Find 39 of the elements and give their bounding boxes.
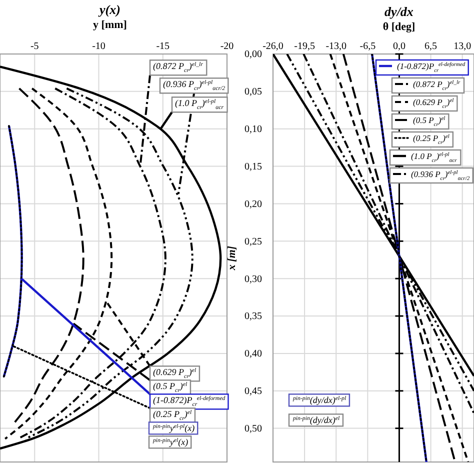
text: (0.5 P$_{cr}$)$^{el}$ [153, 381, 188, 394]
x-tick-label: 6,5 [424, 41, 438, 52]
y-tick-label: 0,15 [244, 161, 262, 172]
text: (0.629 P$_{cr}$)$^{el}$ [153, 367, 196, 380]
legend-label: (0.872 P$_{cr}$)$^{el_lr}$ [413, 78, 462, 92]
x-tick-label: -6,5 [360, 41, 376, 52]
y-tick-label: 0,35 [244, 311, 262, 322]
chart-title: dy/dx [384, 4, 414, 19]
annotation: $^{pin-pin}$(dy/dx)$^{el-pl}$ [292, 395, 346, 406]
y-axis-title: x [m] [226, 246, 238, 272]
x-tick-label: -15 [156, 41, 170, 52]
legend-label: (0.5 P$_{cr}$)$^{el}$ [413, 114, 446, 128]
y-tick-label: 0,45 [244, 386, 262, 398]
text: (0.25 P$_{cr}$)$^{el}$ [153, 409, 192, 422]
x-tick-label: -19,5 [294, 41, 315, 52]
annotation: $^{pin-pin}$(dy/dx)$^{el}$ [292, 415, 340, 426]
y-tick-label: 0,40 [244, 348, 262, 360]
y-tick-label: 0,20 [244, 198, 262, 210]
text: (0.872 P$_{cr}$)$^{el_lr}$ [153, 61, 204, 74]
annotation: $^{pin-pin}$y$^{el}$(x) [152, 437, 188, 448]
y-tick-label: 0,25 [244, 236, 262, 248]
x-axis-title: y [mm] [93, 19, 127, 31]
x-tick-label: -20 [220, 41, 234, 52]
y-tick-label: 0,30 [244, 274, 262, 285]
x-tick-label: -10 [92, 41, 106, 52]
legend-label: (0.629 P$_{cr}$)$^{el}$ [413, 96, 454, 110]
y-tick-label: 0,05 [244, 86, 262, 98]
x-tick-label: 13,0 [454, 41, 472, 52]
y-tick-label: 0,50 [244, 424, 262, 435]
annotation: $^{pin-pin}$y$^{el-pl}$(x) [152, 423, 195, 434]
x-tick-label: -26,0 [262, 41, 284, 52]
chart-title: y(x) [98, 2, 120, 17]
legend-label: (0.25 P$_{cr}$)$^{el}$ [413, 132, 450, 146]
y-tick-label: 0,00 [244, 49, 262, 60]
y-tick-label: 0,10 [244, 124, 262, 136]
x-tick-label: -13,0 [326, 41, 347, 52]
x-tick-label: -5 [30, 41, 39, 52]
x-tick-label: 0,0 [392, 41, 406, 52]
x-axis-title: θ [deg] [382, 21, 416, 33]
